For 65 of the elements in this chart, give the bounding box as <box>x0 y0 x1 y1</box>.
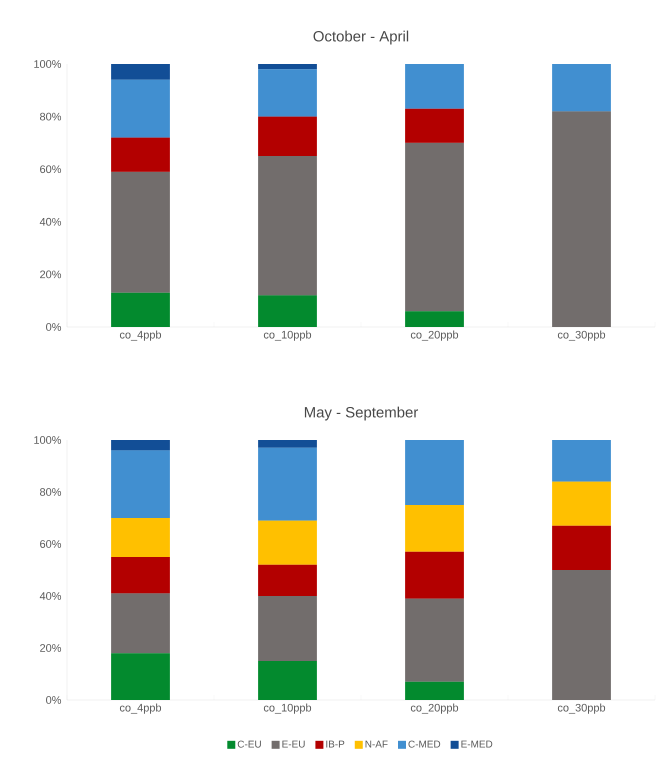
y-tick-label: 20% <box>40 270 62 278</box>
bar <box>258 448 317 521</box>
bar <box>552 526 611 570</box>
bar <box>111 440 170 450</box>
legend-label: E-MED <box>461 740 492 748</box>
bar <box>258 116 317 156</box>
x-tick-label: co_4ppb <box>120 704 162 714</box>
bar <box>405 505 464 552</box>
bar <box>258 661 317 700</box>
bar <box>405 598 464 682</box>
bar <box>405 440 464 505</box>
bar <box>111 557 170 594</box>
bar <box>552 482 611 526</box>
bar <box>258 69 317 117</box>
y-tick-label: 40% <box>40 592 62 600</box>
bar <box>258 520 317 565</box>
bar <box>111 593 170 654</box>
bar <box>552 440 611 482</box>
x-tick-label: co_10ppb <box>264 704 312 714</box>
bar <box>111 64 170 80</box>
y-tick-label: 60% <box>40 165 62 174</box>
y-tick-label: 80% <box>40 488 62 496</box>
y-tick-label: 80% <box>40 112 62 120</box>
x-tick-label: co_20ppb <box>410 704 458 714</box>
bar <box>405 108 464 143</box>
legend-label: C-EU <box>238 740 261 748</box>
bar <box>258 295 317 327</box>
y-tick-label: 100% <box>34 436 62 444</box>
y-tick-label: 60% <box>40 540 62 548</box>
chart-title: May - September <box>304 406 418 420</box>
y-tick-label: 100% <box>34 60 62 68</box>
bar <box>552 570 611 700</box>
x-tick-label: co_30ppb <box>558 704 606 714</box>
bar <box>111 80 170 138</box>
x-tick-label: co_20ppb <box>410 330 458 341</box>
legend-label: C-MED <box>408 740 440 748</box>
bar <box>111 450 170 518</box>
bar <box>258 156 317 296</box>
bar <box>552 64 611 112</box>
x-tick-label: co_4ppb <box>120 330 162 341</box>
legend-label: IB-P <box>326 740 344 748</box>
y-tick-label: 0% <box>46 323 62 331</box>
bar <box>111 292 170 327</box>
bar <box>258 440 317 448</box>
y-tick-label: 20% <box>40 644 62 652</box>
bar <box>405 682 464 700</box>
x-tick-label: co_10ppb <box>264 330 312 341</box>
bar <box>405 552 464 599</box>
bar <box>258 564 317 596</box>
legend-label: E-EU <box>282 740 305 748</box>
bar <box>111 172 170 293</box>
bar <box>258 64 317 70</box>
x-tick-label: co_30ppb <box>558 330 606 341</box>
bar <box>111 653 170 700</box>
bar <box>111 518 170 557</box>
chart-title: October - April <box>314 30 408 44</box>
bar <box>405 64 464 109</box>
bar <box>258 596 317 661</box>
bar <box>111 138 170 172</box>
bar <box>552 111 611 327</box>
legend-label: N-AF <box>366 740 388 748</box>
y-tick-label: 40% <box>40 218 62 226</box>
bar <box>405 142 464 312</box>
y-tick-label: 0% <box>46 696 62 704</box>
bar <box>405 311 464 327</box>
